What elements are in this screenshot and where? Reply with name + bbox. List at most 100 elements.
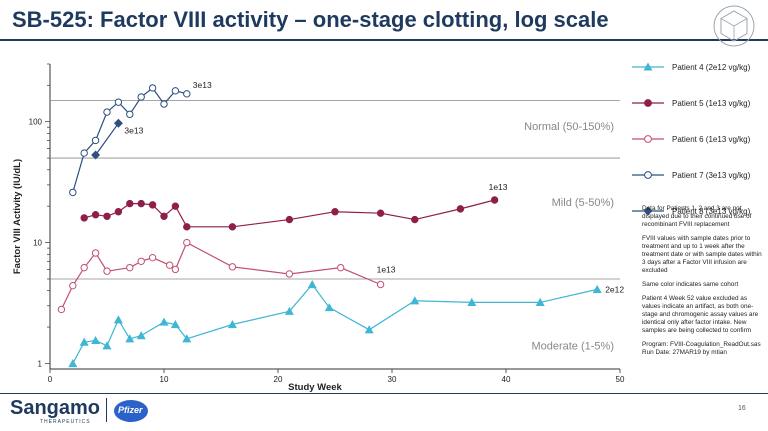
legend-item: Patient 6 (1e13 vg/kg) [630, 132, 760, 148]
data-point-triangle [136, 331, 146, 340]
legend-label: Patient 8 (3e13 vg/kg) [672, 207, 751, 216]
title-divider [0, 39, 768, 41]
x-tick-label: 10 [160, 375, 169, 384]
note-1: Data for Patients 1, 2 and 3 are not dis… [642, 205, 752, 228]
data-point-circle [114, 98, 123, 106]
factor-viii-chart: 1 10 100 0 10 20 30 40 50 Study Week Factor VIII A… [12, 63, 625, 392]
x-tick-label: 40 [502, 375, 511, 384]
pfizer-logo-icon [114, 400, 148, 422]
data-point-circle [171, 202, 180, 210]
data-point-circle [91, 249, 100, 257]
data-point-circle [228, 223, 237, 231]
data-point-circle [137, 257, 145, 266]
data-point-circle [411, 215, 419, 224]
series-end-label: 3e13 [193, 80, 212, 90]
data-point-circle [57, 305, 66, 314]
data-point-circle [490, 196, 499, 204]
series-line-2 [60, 241, 381, 310]
data-point-triangle [102, 341, 112, 350]
data-point-diamond [113, 118, 123, 128]
footnotes: Data for Patients 1, 2 and 3 are not dis… [642, 205, 764, 363]
data-point-circle [80, 263, 88, 272]
region-label: Moderate (1-5%) [531, 341, 614, 353]
x-tick-label: 50 [616, 375, 625, 384]
y-tick-label: 10 [33, 239, 42, 248]
region-label: Normal (50-150%) [524, 121, 614, 133]
data-point-circle [69, 188, 77, 197]
legend-marker-icon [632, 62, 664, 71]
legend-label: Patient 5 (1e13 vg/kg) [672, 99, 751, 108]
data-point-circle [285, 270, 294, 278]
data-point-circle [285, 215, 294, 224]
legend-item: Patient 8 (3e13 vg/kg) [630, 204, 760, 220]
data-point-circle [228, 263, 237, 271]
data-point-diamond [91, 150, 101, 160]
data-point-circle [171, 265, 180, 274]
series-line-0 [72, 283, 598, 364]
data-point-circle [148, 253, 157, 262]
data-point-triangle [79, 337, 89, 346]
data-point-triangle [170, 320, 180, 329]
legend-label: Patient 4 (2e12 vg/kg) [672, 63, 751, 72]
data-point-circle [183, 223, 191, 231]
data-point-triangle [159, 317, 169, 326]
data-point-circle [148, 201, 157, 209]
logo-divider [106, 398, 107, 422]
slide-title: SB-525: Factor VIII activity – one-stage… [12, 7, 609, 32]
footer-divider [0, 393, 768, 394]
data-point-triangle [535, 297, 545, 306]
data-point-circle [80, 214, 88, 222]
legend-label: Patient 7 (3e13 vg/kg) [672, 171, 751, 180]
data-point-triangle [467, 297, 477, 306]
data-point-triangle [592, 284, 602, 293]
legend-label: Patient 6 (1e13 vg/kg) [672, 135, 751, 144]
series-end-label: 1e13 [489, 182, 508, 192]
x-tick-label: 0 [48, 375, 53, 384]
series-line-3 [72, 87, 187, 193]
data-point-triangle [91, 335, 101, 345]
data-point-circle [160, 212, 168, 220]
hexagon-logo-icon [713, 5, 755, 47]
note-2: FVIII values with sample dates prior to … [642, 235, 762, 274]
y-tick-label: 1 [38, 359, 43, 368]
series-line-4 [95, 122, 119, 156]
data-point-circle [91, 211, 100, 219]
legend-marker-icon [632, 99, 664, 107]
data-point-circle [376, 209, 385, 217]
x-tick-label: 30 [388, 375, 397, 384]
data-point-triangle [113, 315, 123, 324]
data-point-triangle [364, 325, 374, 334]
data-point-circle [137, 93, 145, 101]
x-tick-label: 20 [274, 375, 283, 384]
series-end-label: 2e12 [605, 284, 624, 294]
legend-item: Patient 5 (1e13 vg/kg) [630, 96, 760, 112]
data-point-circle [126, 110, 134, 119]
data-point-circle [337, 263, 345, 272]
data-point-circle [103, 267, 111, 275]
data-point-triangle [125, 334, 135, 343]
data-point-triangle [182, 334, 192, 343]
data-point-circle [148, 84, 157, 92]
data-point-circle [91, 136, 100, 145]
data-point-circle [69, 281, 77, 290]
data-point-triangle [324, 303, 334, 312]
data-point-circle [160, 100, 168, 108]
data-point-triangle [307, 279, 317, 289]
series-end-label: 3e13 [124, 125, 143, 135]
data-point-circle [126, 199, 134, 208]
data-point-circle [166, 261, 174, 269]
note-3: Same color indicates same cohort [642, 281, 739, 288]
legend-item: Patient 7 (3e13 vg/kg) [630, 168, 760, 184]
pfizer-logo: Pfizer [118, 405, 143, 415]
data-point-circle [183, 90, 191, 98]
note-4: Patient 4 Week 52 value excluded as valu… [642, 295, 759, 334]
data-point-circle [331, 208, 339, 216]
legend-marker-icon [632, 206, 664, 216]
legend-item: Patient 4 (2e12 vg/kg) [630, 60, 760, 76]
data-point-circle [456, 205, 465, 213]
legend-marker-icon [632, 171, 664, 179]
data-point-triangle [284, 306, 294, 315]
page-number: 16 [738, 405, 746, 412]
data-point-circle [103, 212, 111, 220]
region-label: Mild (5-50%) [552, 197, 614, 209]
